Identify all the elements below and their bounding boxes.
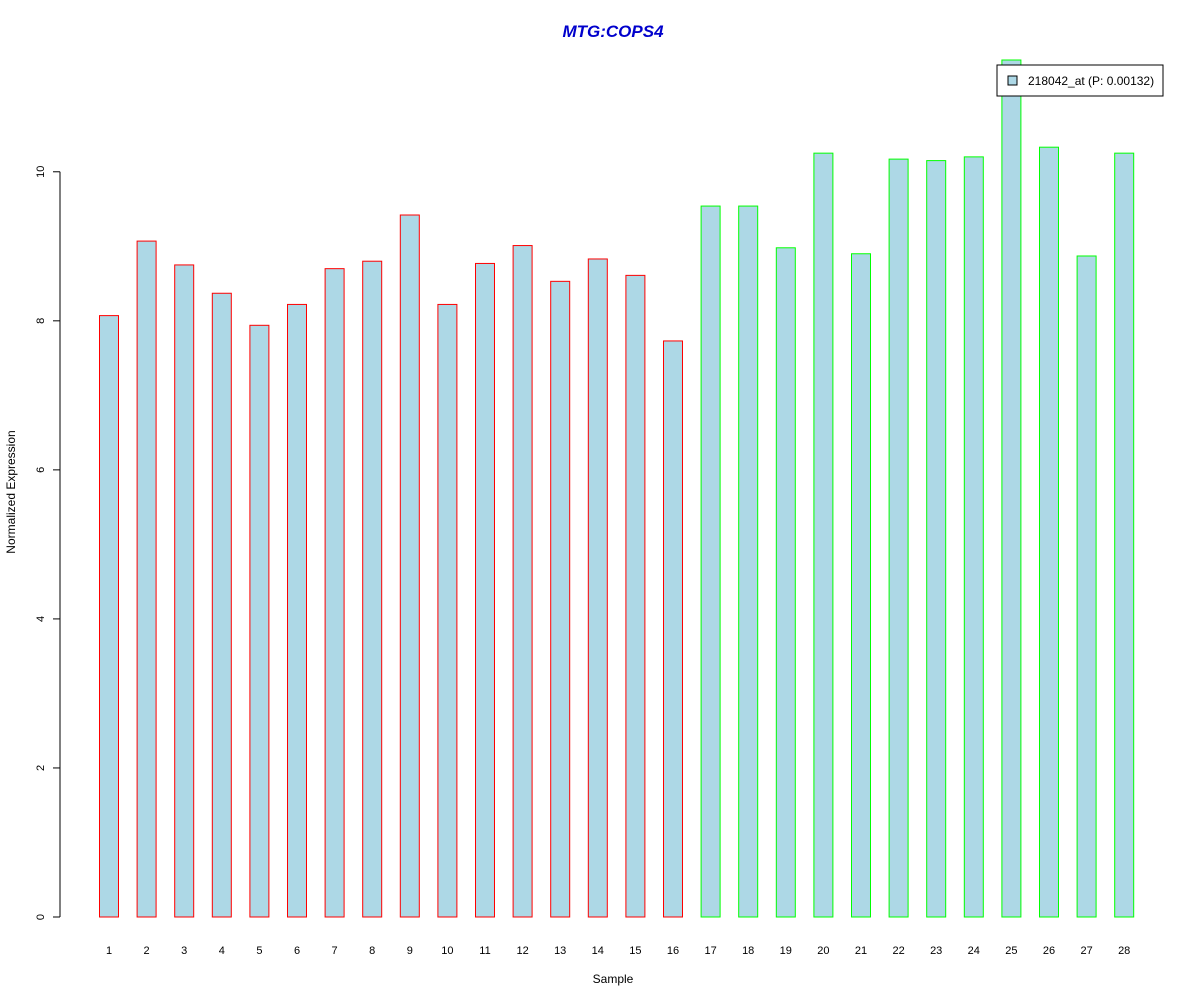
x-tick-label: 21: [855, 945, 867, 957]
x-tick-label: 18: [742, 945, 754, 957]
y-tick-label: 0: [35, 914, 47, 920]
x-tick-label: 8: [369, 945, 375, 957]
bar-sample-12: [512, 245, 533, 918]
bar-sample-27: [1076, 255, 1097, 918]
legend-label: 218042_at (P: 0.00132): [1028, 74, 1154, 88]
y-tick-label: 10: [35, 166, 47, 178]
bar-sample-11: [475, 262, 495, 918]
bar-sample-17: [700, 205, 721, 918]
x-tick-label: 16: [667, 945, 679, 957]
bar-sample-22: [888, 158, 909, 918]
y-axis-label: Normalized Expression: [4, 430, 18, 553]
x-tick-label: 12: [516, 945, 528, 957]
x-tick-label: 27: [1080, 945, 1092, 957]
x-tick-labels: 1 2 3 4 5 6 7 8 9 10 11 12 13 14 15 16 17 18 19 20 21 22 23 24 2…: [106, 945, 1130, 957]
bar-sample-13: [550, 280, 571, 918]
bar-sample-25: [1001, 59, 1022, 918]
bar-sample-15: [625, 274, 646, 918]
bar-sample-6: [287, 303, 307, 918]
bar-sample-7: [324, 268, 345, 918]
legend: 218042_at (P: 0.00132): [996, 64, 1164, 97]
bar-sample-28: [1114, 152, 1135, 918]
bar-sample-21: [851, 253, 871, 918]
x-tick-label: 2: [144, 945, 150, 957]
x-tick-label: 25: [1005, 945, 1017, 957]
y-tick-label: 6: [35, 467, 47, 473]
y-axis: 0 2 4 6 8 10: [35, 166, 61, 920]
x-tick-label: 13: [554, 945, 566, 957]
bar-sample-19: [775, 247, 796, 918]
x-tick-label: 4: [219, 945, 225, 957]
bar-sample-16: [663, 340, 683, 918]
bars: [99, 59, 1135, 918]
bar-sample-24: [963, 156, 984, 918]
bar-sample-20: [813, 152, 834, 918]
chart-title: MTG:COPS4: [562, 22, 664, 41]
bar-sample-8: [362, 260, 383, 918]
bar-sample-2: [136, 240, 157, 918]
x-tick-label: 10: [441, 945, 453, 957]
bar-sample-1: [99, 315, 119, 918]
x-tick-label: 20: [817, 945, 829, 957]
y-tick-label: 4: [35, 616, 47, 622]
x-tick-label: 3: [181, 945, 187, 957]
x-axis-label: Sample: [593, 972, 634, 986]
bar-sample-4: [211, 292, 232, 918]
x-tick-label: 14: [592, 945, 604, 957]
x-tick-label: 19: [780, 945, 792, 957]
bar-sample-9: [399, 214, 420, 918]
bar-sample-3: [174, 264, 195, 918]
x-tick-label: 28: [1118, 945, 1130, 957]
y-tick-label: 2: [35, 765, 47, 771]
x-tick-label: 1: [106, 945, 112, 957]
x-tick-label: 15: [629, 945, 641, 957]
bar-sample-5: [249, 324, 270, 918]
x-tick-label: 9: [407, 945, 413, 957]
legend-box: [996, 64, 1164, 97]
x-tick-label: 23: [930, 945, 942, 957]
bar-sample-14: [587, 258, 608, 918]
x-tick-label: 11: [479, 945, 490, 957]
x-tick-label: 22: [892, 945, 904, 957]
bar-sample-10: [437, 303, 458, 918]
bar-sample-18: [738, 205, 759, 918]
x-tick-label: 26: [1043, 945, 1055, 957]
x-tick-label: 6: [294, 945, 300, 957]
y-tick-label: 8: [35, 318, 47, 324]
bar-sample-26: [1039, 146, 1059, 918]
x-tick-label: 24: [968, 945, 980, 957]
x-tick-label: 5: [256, 945, 262, 957]
x-tick-label: 17: [704, 945, 716, 957]
x-tick-label: 7: [332, 945, 338, 957]
bar-sample-23: [926, 160, 947, 918]
legend-swatch: [1007, 75, 1018, 86]
